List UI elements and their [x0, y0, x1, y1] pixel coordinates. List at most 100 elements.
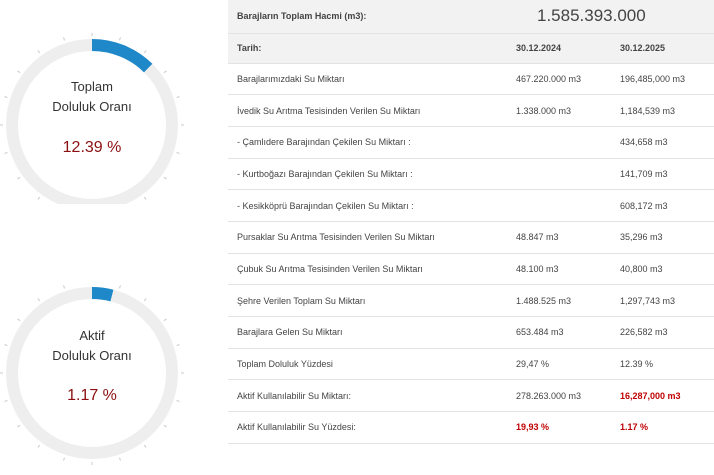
- row-label: Aktif Kullanılabilir Su Yüzdesi:: [228, 411, 507, 444]
- row-label: Barajlara Gelen Su Miktarı: [228, 316, 507, 349]
- water-volume-table: Barajların Toplam Hacmi (m3): 1.585.393.…: [228, 0, 714, 444]
- gauge-tick: [37, 444, 41, 448]
- gauge-tick: [63, 285, 65, 289]
- gauge-tick: [176, 344, 180, 346]
- table-row: Aktif Kullanılabilir Su Miktarı: 278.263…: [228, 379, 714, 413]
- row-label: İvedik Su Arıtma Tesisinden Verilen Su M…: [228, 94, 507, 127]
- table-row: - Kesikköprü Barajından Çekilen Su Mikta…: [228, 189, 714, 222]
- table-row: Pursaklar Su Arıtma Tesisinden Verilen S…: [228, 221, 714, 254]
- table-row: Aktif Kullanılabilir Su Yüzdesi: 19,93 %…: [228, 411, 714, 444]
- total-fill-gauge: Toplam Doluluk Oranı 12.39 %: [0, 14, 190, 204]
- row-value-2024: 19,93 %: [507, 411, 611, 444]
- date-label: Tarih:: [228, 33, 507, 64]
- row-label: Barajlarımızdaki Su Miktarı: [228, 63, 507, 96]
- table-row: - Kurtboğazı Barajından Çekilen Su Mikta…: [228, 158, 714, 191]
- row-label: Toplam Doluluk Yüzdesi: [228, 348, 507, 381]
- row-value-2024: 467.220.000 m3: [507, 63, 611, 96]
- table-row: Toplam Doluluk Yüzdesi 29,47 % 12.39 %: [228, 348, 714, 381]
- row-label: Şehre Verilen Toplam Su Miktarı: [228, 284, 507, 317]
- gauge-tick: [163, 424, 167, 428]
- row-value-2024: 29,47 %: [507, 348, 611, 381]
- date-column-2: 30.12.2025: [611, 33, 714, 64]
- date-column-1: 30.12.2024: [507, 33, 611, 64]
- gauge-track: [6, 39, 178, 204]
- gauge-value: 12.39 %: [62, 139, 122, 156]
- gauge-tick: [4, 344, 8, 346]
- gauge-tick: [37, 298, 41, 302]
- row-value-2025: 12.39 %: [611, 348, 714, 381]
- gauge-tick: [4, 400, 8, 402]
- row-value-2025: 1,297,743 m3: [611, 284, 714, 317]
- row-value-2025: 434,658 m3: [611, 126, 714, 159]
- row-value-2024: [507, 189, 611, 222]
- gauge-tick: [143, 50, 147, 54]
- gauge-tick: [176, 400, 180, 402]
- table-row: - Çamlıdere Barajından Çekilen Su Miktar…: [228, 126, 714, 159]
- row-value-2024: [507, 126, 611, 159]
- gauge-ticks: [0, 33, 184, 200]
- row-label: Çubuk Su Arıtma Tesisinden Verilen Su Mi…: [228, 253, 507, 286]
- table-row: İvedik Su Arıtma Tesisinden Verilen Su M…: [228, 94, 714, 127]
- gauge-ticks: [0, 285, 184, 465]
- row-label: Pursaklar Su Arıtma Tesisinden Verilen S…: [228, 221, 507, 254]
- row-value-2025: 1,184,539 m3: [611, 94, 714, 127]
- gauge-track: [6, 287, 178, 459]
- row-value-2024: 278.263.000 m3: [507, 379, 611, 413]
- gauge-label-line1: Aktif: [79, 328, 105, 343]
- water-volume-table-panel: Barajların Toplam Hacmi (m3): 1.585.393.…: [228, 0, 714, 447]
- gauge-tick: [119, 37, 121, 41]
- row-label: - Kesikköprü Barajından Çekilen Su Mikta…: [228, 189, 507, 222]
- row-label: Aktif Kullanılabilir Su Miktarı:: [228, 379, 507, 413]
- gauge-tick: [143, 298, 147, 302]
- gauge-value: 1.17 %: [67, 387, 117, 404]
- table-row: Barajlarımızdaki Su Miktarı 467.220.000 …: [228, 63, 714, 96]
- gauge-tick: [143, 196, 147, 200]
- table-row: Şehre Verilen Toplam Su Miktarı 1.488.52…: [228, 284, 714, 317]
- gauge-tick: [163, 176, 167, 180]
- gauge-label-line2: Doluluk Oranı: [52, 348, 132, 363]
- gauge-progress-arc: [91, 39, 153, 73]
- gauge-tick: [37, 50, 41, 54]
- row-label: - Çamlıdere Barajından Çekilen Su Miktar…: [228, 126, 507, 159]
- gauge-tick: [17, 424, 21, 428]
- row-value-2024: 1.338.000 m3: [507, 94, 611, 127]
- row-value-2024: 48.847 m3: [507, 221, 611, 254]
- gauge-tick: [119, 457, 121, 461]
- gauge-label-line2: Doluluk Oranı: [52, 99, 132, 114]
- row-value-2025: 40,800 m3: [611, 253, 714, 286]
- gauge-tick: [176, 152, 180, 154]
- row-value-2025: 35,296 m3: [611, 221, 714, 254]
- gauge-tick: [17, 70, 21, 74]
- total-volume-value: 1.585.393.000: [507, 0, 714, 34]
- gauge-tick: [4, 152, 8, 154]
- row-value-2024: [507, 158, 611, 191]
- table-row: Çubuk Su Arıtma Tesisinden Verilen Su Mi…: [228, 253, 714, 286]
- gauge-tick: [63, 457, 65, 461]
- total-fill-gauge-ring: [0, 33, 184, 204]
- total-volume-row: Barajların Toplam Hacmi (m3): 1.585.393.…: [228, 0, 714, 34]
- row-label: - Kurtboğazı Barajından Çekilen Su Mikta…: [228, 158, 507, 191]
- row-value-2025: 141,709 m3: [611, 158, 714, 191]
- gauge-tick: [63, 37, 65, 41]
- row-value-2024: 1.488.525 m3: [507, 284, 611, 317]
- row-value-2025: 226,582 m3: [611, 316, 714, 349]
- gauge-progress-arc: [91, 287, 114, 302]
- gauge-tick: [119, 285, 121, 289]
- table-row: Barajlara Gelen Su Miktarı 653.484 m3 22…: [228, 316, 714, 349]
- gauge-tick: [163, 70, 167, 74]
- row-value-2025: 196,485,000 m3: [611, 63, 714, 96]
- row-value-2025: 1.17 %: [611, 411, 714, 444]
- total-volume-label: Barajların Toplam Hacmi (m3):: [228, 0, 507, 34]
- gauge-tick: [176, 96, 180, 98]
- gauges-panel: Toplam Doluluk Oranı 12.39 % Aktif Dolul…: [0, 0, 200, 465]
- gauge-tick: [17, 318, 21, 322]
- date-header-row: Tarih: 30.12.2024 30.12.2025: [228, 33, 714, 64]
- gauge-tick: [17, 176, 21, 180]
- row-value-2024: 653.484 m3: [507, 316, 611, 349]
- gauge-tick: [4, 96, 8, 98]
- gauge-tick: [143, 444, 147, 448]
- row-value-2025: 608,172 m3: [611, 189, 714, 222]
- gauge-tick: [37, 196, 41, 200]
- gauge-label-line1: Toplam: [71, 79, 113, 94]
- gauge-tick: [163, 318, 167, 322]
